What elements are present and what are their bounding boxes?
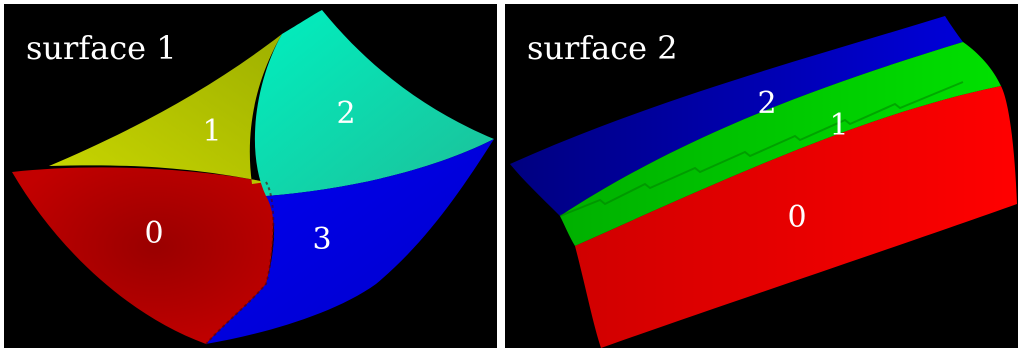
surface-1-label-3: 3 [312,222,332,257]
surface-2-boundary [559,81,964,217]
surface-1-region-0 [12,167,274,344]
surface-1-label-0: 0 [144,216,164,251]
surface-1-label-1: 1 [202,114,222,149]
surface-1-region-3 [206,139,494,344]
surface-2-region-2 [510,16,963,216]
surface-2-label-1: 1 [829,108,849,143]
surface-2-label-0: 0 [787,200,807,235]
surface-2-region-1 [560,42,1001,246]
surface-1-region-2 [254,10,494,196]
surface-1-title: surface 1 [26,29,177,67]
surface-1-render [12,10,494,345]
surface-2-region-0 [575,86,1017,348]
surface-2-title: surface 2 [527,29,678,67]
surface-2-panel: surface 2 2 1 0 [505,4,1018,348]
surface-1-label-2: 2 [336,96,356,131]
surface-1-panel: surface 1 0 1 2 3 [4,4,497,348]
surface-2-render [510,16,1017,348]
surface-1-boundary [205,181,275,345]
surface-1-region-1 [49,34,282,184]
surface-2-label-2: 2 [757,86,777,121]
